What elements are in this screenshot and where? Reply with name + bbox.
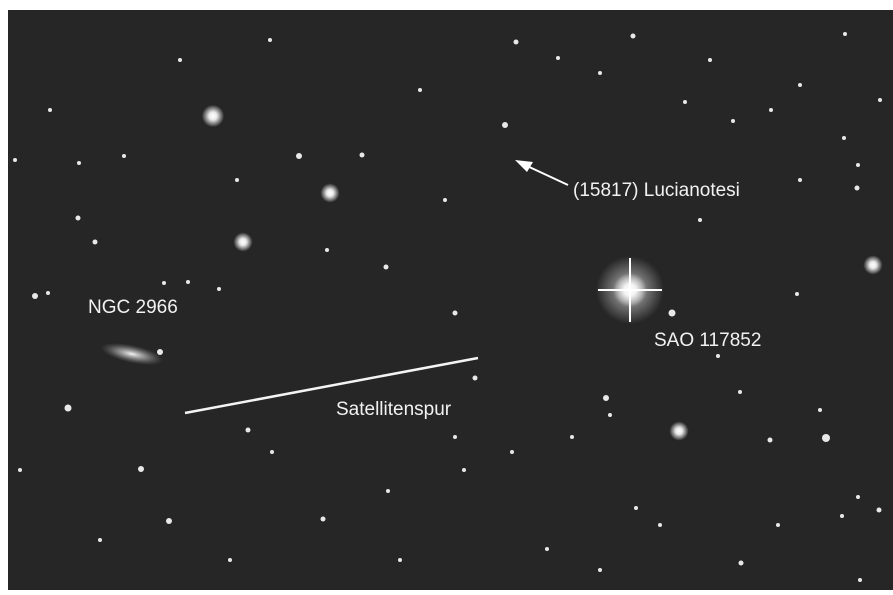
star — [138, 466, 144, 472]
star — [510, 450, 514, 454]
star — [453, 311, 458, 316]
star-label: SAO 117852 — [654, 330, 761, 351]
star — [418, 88, 422, 92]
bright-star — [596, 256, 664, 324]
star — [856, 163, 860, 167]
star — [453, 435, 457, 439]
star — [658, 523, 662, 527]
star — [77, 161, 81, 165]
star — [443, 198, 447, 202]
star — [514, 40, 519, 45]
star — [360, 153, 365, 158]
star — [776, 523, 780, 527]
star — [48, 108, 52, 112]
asteroid-label: (15817) Lucianotesi — [573, 180, 740, 201]
star — [178, 58, 182, 62]
star — [855, 186, 860, 191]
astro-photo: (15817) Lucianotesi NGC 2966 SAO 117852 … — [0, 0, 893, 595]
star — [798, 178, 802, 182]
star — [669, 421, 688, 440]
galaxy-label: NGC 2966 — [88, 297, 178, 318]
star — [202, 105, 224, 127]
star — [13, 158, 17, 162]
star — [878, 98, 882, 102]
star — [716, 354, 720, 358]
star — [166, 518, 172, 524]
star — [18, 468, 22, 472]
star — [669, 310, 676, 317]
star — [598, 568, 602, 572]
star — [233, 232, 252, 251]
star — [795, 292, 799, 296]
star — [631, 34, 636, 39]
star — [738, 390, 742, 394]
star — [473, 376, 478, 381]
star — [217, 287, 221, 291]
star — [608, 413, 612, 417]
star — [598, 71, 602, 75]
page: {"labels": {"asteroid": "(15817) Luciano… — [0, 0, 893, 595]
star — [863, 255, 882, 274]
star — [570, 435, 574, 439]
star — [268, 38, 272, 42]
star — [769, 108, 773, 112]
star — [325, 248, 329, 252]
star — [228, 558, 232, 562]
star — [731, 119, 735, 123]
star — [246, 428, 251, 433]
star — [798, 83, 802, 87]
star — [321, 517, 326, 522]
star — [822, 434, 830, 442]
star — [556, 56, 560, 60]
star — [858, 578, 862, 582]
star — [65, 405, 72, 412]
star — [634, 506, 638, 510]
trail-label: Satellitenspur — [336, 399, 452, 420]
star — [768, 438, 773, 443]
star — [162, 281, 166, 285]
star — [708, 58, 712, 62]
star — [93, 240, 98, 245]
star — [296, 153, 302, 159]
star — [398, 558, 402, 562]
star — [545, 547, 549, 551]
star — [603, 395, 609, 401]
star — [32, 293, 38, 299]
star — [76, 216, 81, 221]
star — [320, 183, 339, 202]
star — [384, 265, 389, 270]
star — [739, 561, 744, 566]
star — [842, 136, 846, 140]
star — [877, 508, 882, 513]
star — [502, 122, 508, 128]
star — [698, 218, 702, 222]
star — [856, 495, 860, 499]
star — [840, 514, 844, 518]
star — [46, 291, 50, 295]
star — [122, 154, 126, 158]
star — [683, 100, 687, 104]
star — [98, 538, 102, 542]
star — [186, 280, 190, 284]
star — [386, 489, 390, 493]
star — [843, 32, 847, 36]
star — [235, 178, 239, 182]
star — [818, 408, 822, 412]
star — [270, 450, 274, 454]
star — [462, 468, 466, 472]
